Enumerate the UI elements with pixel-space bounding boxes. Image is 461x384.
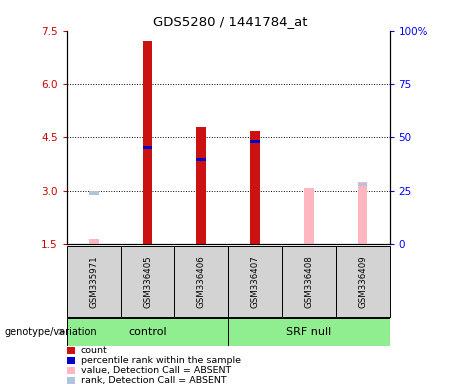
Text: GSM336408: GSM336408 (304, 255, 313, 308)
Bar (228, 318, 390, 346)
Text: GSM336406: GSM336406 (197, 255, 206, 308)
Text: count: count (81, 346, 107, 355)
Text: GSM336407: GSM336407 (251, 255, 260, 308)
Bar (89, 192, 99, 195)
Bar (358, 183, 367, 186)
Bar (196, 127, 206, 244)
Text: percentile rank within the sample: percentile rank within the sample (81, 356, 241, 365)
Text: rank, Detection Call = ABSENT: rank, Detection Call = ABSENT (81, 376, 226, 384)
Bar (304, 188, 313, 244)
Bar (174, 246, 228, 317)
Bar (89, 238, 99, 244)
Text: SRF null: SRF null (286, 327, 331, 337)
Bar (196, 158, 206, 161)
Text: GDS5280 / 1441784_at: GDS5280 / 1441784_at (153, 15, 308, 28)
Bar (228, 246, 282, 317)
Text: genotype/variation: genotype/variation (5, 327, 97, 337)
Bar (250, 131, 260, 244)
Bar (67, 246, 121, 317)
Bar (142, 146, 152, 149)
Text: control: control (128, 327, 167, 337)
Text: GSM336409: GSM336409 (358, 255, 367, 308)
Text: GSM336405: GSM336405 (143, 255, 152, 308)
Bar (121, 246, 174, 317)
Text: GSM335971: GSM335971 (89, 255, 98, 308)
Bar (282, 246, 336, 317)
Bar (142, 41, 152, 244)
Bar (250, 140, 260, 144)
Bar (67, 318, 228, 346)
Bar (336, 246, 390, 317)
Bar (358, 182, 367, 244)
Text: value, Detection Call = ABSENT: value, Detection Call = ABSENT (81, 366, 231, 375)
